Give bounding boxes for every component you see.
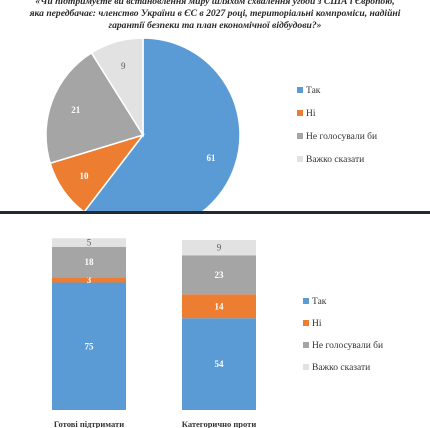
bar-legend-label-1: Так [312,297,327,307]
pie-legend: Так Ні Не голосували би Важко сказати [297,86,377,165]
pie-chart: 61 10 21 9 [45,37,241,211]
bar-category-1: Готові підтримати [54,419,124,428]
pie-label-1: 61 [207,153,217,163]
bar-legend-swatch-3 [303,342,309,348]
pie-slice-1 [83,37,241,211]
bar-segment-1-4 [52,238,126,247]
bar-legend-swatch-2 [303,320,309,326]
panel-divider [0,211,430,214]
bar-segment-1-3 [52,246,126,278]
pie-legend-label-1: Так [306,86,321,96]
pie-legend-swatch-4 [297,156,303,162]
pie-label-3: 21 [71,105,81,115]
bar-legend-label-2: Ні [312,319,322,329]
bar-segment-1-2 [52,277,126,283]
bar-label-2-3: 23 [215,270,225,280]
pie-legend-swatch-3 [297,133,303,139]
title-line-3: гарантії безпеки та план економічної від… [108,20,322,31]
chart-title: «Чи підтримуєте ви встановлення миру шля… [0,0,430,32]
bar-segment-2-3 [182,255,256,295]
title-line-1: «Чи підтримуєте ви встановлення миру шля… [35,0,395,7]
pie-legend-swatch-1 [297,87,303,93]
bar-segment-2-2 [182,294,256,319]
pie-label-4: 9 [121,61,126,71]
pie-slice-4 [90,37,144,138]
stacked-bar-chart: 75 3 18 5 Готові підтримати 54 14 23 9 Категоричн… [52,238,256,428]
bar-segment-2-4 [182,240,256,256]
bar-segment-2-1 [182,318,256,410]
bar-label-1-3: 18 [85,257,95,267]
bar-label-2-4: 9 [217,243,222,253]
pie-legend-label-3: Не голосували би [306,131,377,142]
bar-legend-label-4: Важко сказати [312,363,370,373]
pie-label-2: 10 [80,171,90,181]
bar-category-2: Категорично проти [182,419,257,428]
bar-legend-swatch-1 [303,298,309,304]
bar-segment-1-1 [52,282,126,410]
bar-label-2-2: 14 [215,301,225,311]
bar-legend-label-3: Не голосували би [312,340,383,351]
title-line-2: яка передбачає: членство України в ЄС в … [29,8,401,19]
bar-label-1-4: 5 [87,238,92,248]
bar-label-2-1: 54 [215,359,225,369]
pie-slice-3 [45,51,145,165]
pie-legend-label-4: Важко сказати [306,155,364,165]
pie-legend-swatch-2 [297,110,303,116]
bar-label-1-1: 75 [85,341,95,351]
pie-legend-label-2: Ні [306,109,316,119]
bar-label-1-2: 3 [87,275,92,285]
bar-legend: Так Ні Не голосували би Важко сказати [303,297,383,373]
bar-legend-swatch-4 [303,364,309,370]
